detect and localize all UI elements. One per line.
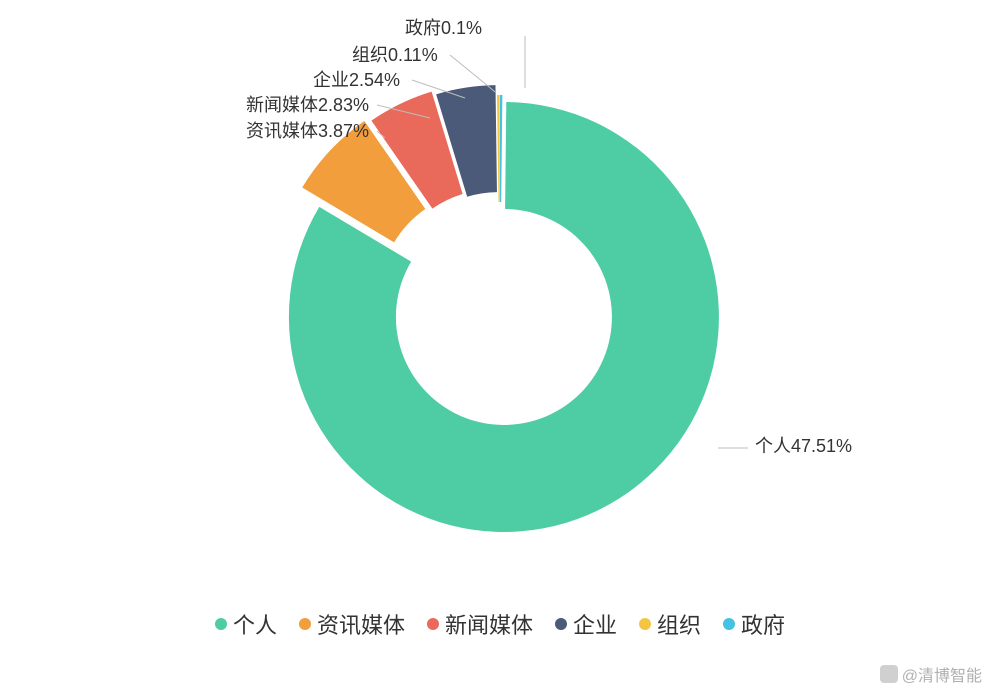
legend-label: 组织	[657, 608, 701, 640]
legend-marker-icon	[427, 618, 439, 630]
watermark-text: @清博智能	[902, 662, 982, 686]
legend-label: 资讯媒体	[317, 608, 405, 640]
slice-label: 企业2.54%	[313, 66, 400, 92]
legend-item: 政府	[723, 608, 785, 640]
legend-item: 个人	[215, 608, 277, 640]
legend-marker-icon	[299, 618, 311, 630]
legend-marker-icon	[215, 618, 227, 630]
slice-label: 资讯媒体3.87%	[246, 117, 369, 143]
legend-marker-icon	[723, 618, 735, 630]
legend-marker-icon	[639, 618, 651, 630]
legend-label: 个人	[233, 608, 277, 640]
slice-label: 新闻媒体2.83%	[246, 91, 369, 117]
legend-item: 企业	[555, 608, 617, 640]
slice-label: 组织0.11%	[352, 41, 438, 67]
watermark-logo-icon	[880, 665, 898, 683]
leader-line	[450, 55, 495, 92]
legend-label: 新闻媒体	[445, 608, 533, 640]
legend-marker-icon	[555, 618, 567, 630]
donut-chart	[0, 0, 1000, 700]
slice-label: 个人47.51%	[755, 432, 852, 458]
watermark: @清博智能	[880, 662, 982, 686]
legend-item: 组织	[639, 608, 701, 640]
slice-label: 政府0.1%	[405, 14, 482, 40]
legend: 个人 资讯媒体 新闻媒体 企业 组织 政府	[0, 608, 1000, 640]
legend-label: 政府	[741, 608, 785, 640]
legend-item: 新闻媒体	[427, 608, 533, 640]
legend-label: 企业	[573, 608, 617, 640]
legend-item: 资讯媒体	[299, 608, 405, 640]
donut-slice	[497, 95, 500, 202]
donut-slice	[500, 95, 502, 202]
